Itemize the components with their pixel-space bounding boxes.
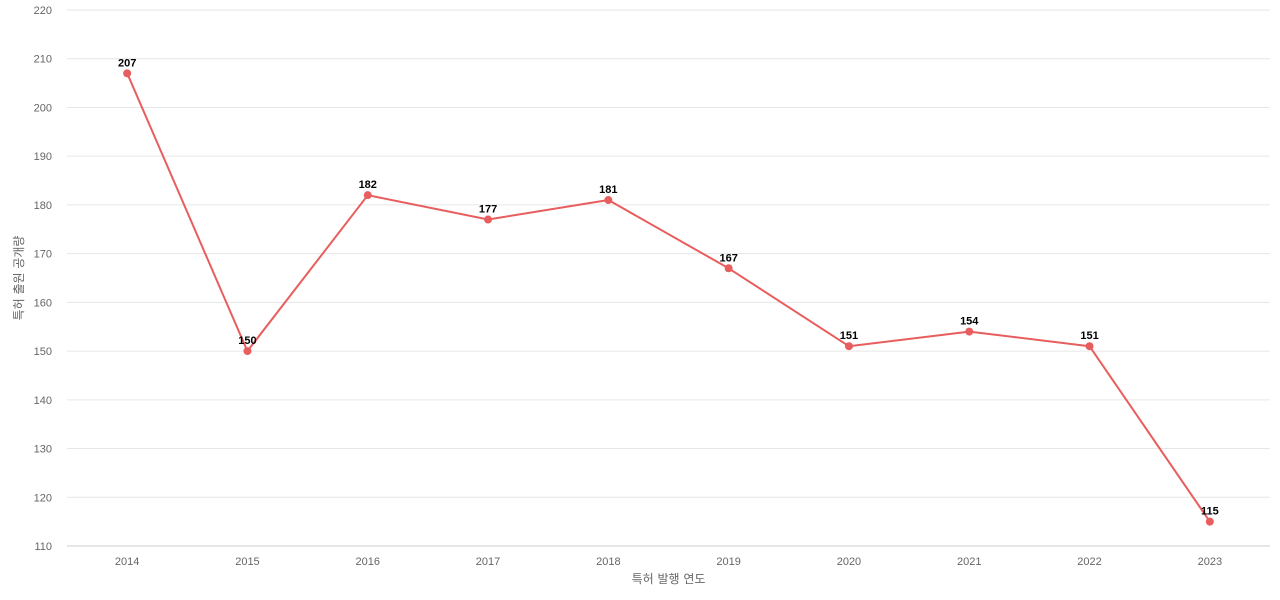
y-tick-label: 130 bbox=[34, 444, 52, 456]
y-axis-title: 특허 출원 공개량 bbox=[12, 236, 26, 321]
y-tick-label: 180 bbox=[34, 200, 52, 212]
y-tick-label: 210 bbox=[34, 54, 52, 66]
y-tick-label: 160 bbox=[34, 297, 52, 309]
y-tick-label: 120 bbox=[34, 492, 52, 504]
data-point bbox=[965, 327, 974, 336]
gridlines bbox=[67, 9, 1270, 547]
x-tick-label: 2017 bbox=[476, 556, 500, 568]
data-label: 182 bbox=[359, 179, 377, 191]
data-point bbox=[1085, 342, 1094, 351]
data-label: 177 bbox=[479, 204, 497, 216]
series-line-group bbox=[126, 72, 1211, 523]
data-label: 115 bbox=[1201, 506, 1219, 518]
data-label: 167 bbox=[719, 252, 737, 264]
data-label: 151 bbox=[840, 330, 858, 342]
x-axis-title: 특허 발행 연도 bbox=[632, 571, 706, 586]
data-point bbox=[363, 191, 372, 200]
data-label: 181 bbox=[599, 184, 617, 196]
data-points bbox=[123, 69, 1214, 526]
y-tick-label: 190 bbox=[34, 151, 52, 163]
x-tick-label: 2016 bbox=[356, 556, 380, 568]
data-label: 154 bbox=[960, 316, 979, 328]
x-tick-label: 2020 bbox=[837, 556, 861, 568]
y-tick-label: 140 bbox=[34, 395, 52, 407]
y-axis-ticks: 110 120 130 140 150 160 170 180 190 200 210 220 bbox=[34, 5, 52, 553]
y-tick-label: 170 bbox=[34, 249, 52, 261]
y-tick-label: 220 bbox=[34, 5, 52, 17]
x-tick-label: 2022 bbox=[1077, 556, 1101, 568]
x-axis-ticks: 2014 2015 2016 2017 2018 2019 2020 2021 2022 2023 bbox=[115, 556, 1222, 568]
data-label: 151 bbox=[1080, 330, 1098, 342]
x-tick-label: 2019 bbox=[716, 556, 740, 568]
data-point bbox=[123, 69, 132, 78]
x-tick-label: 2023 bbox=[1198, 556, 1222, 568]
x-tick-label: 2015 bbox=[235, 556, 259, 568]
data-label: 207 bbox=[118, 57, 136, 69]
data-labels: 207 150 182 177 181 167 151 154 151 115 bbox=[118, 57, 1219, 517]
series-line bbox=[126, 72, 1211, 523]
y-tick-label: 200 bbox=[34, 102, 52, 114]
y-tick-label: 150 bbox=[34, 346, 52, 358]
data-point bbox=[724, 264, 733, 273]
data-point bbox=[1205, 517, 1214, 526]
data-point bbox=[484, 215, 493, 224]
data-point bbox=[243, 347, 252, 356]
data-point bbox=[604, 196, 613, 205]
x-tick-label: 2021 bbox=[957, 556, 981, 568]
x-tick-label: 2014 bbox=[115, 556, 139, 568]
y-tick-label: 110 bbox=[34, 541, 52, 553]
x-tick-label: 2018 bbox=[596, 556, 620, 568]
data-point bbox=[844, 342, 853, 351]
data-label: 150 bbox=[238, 335, 256, 347]
